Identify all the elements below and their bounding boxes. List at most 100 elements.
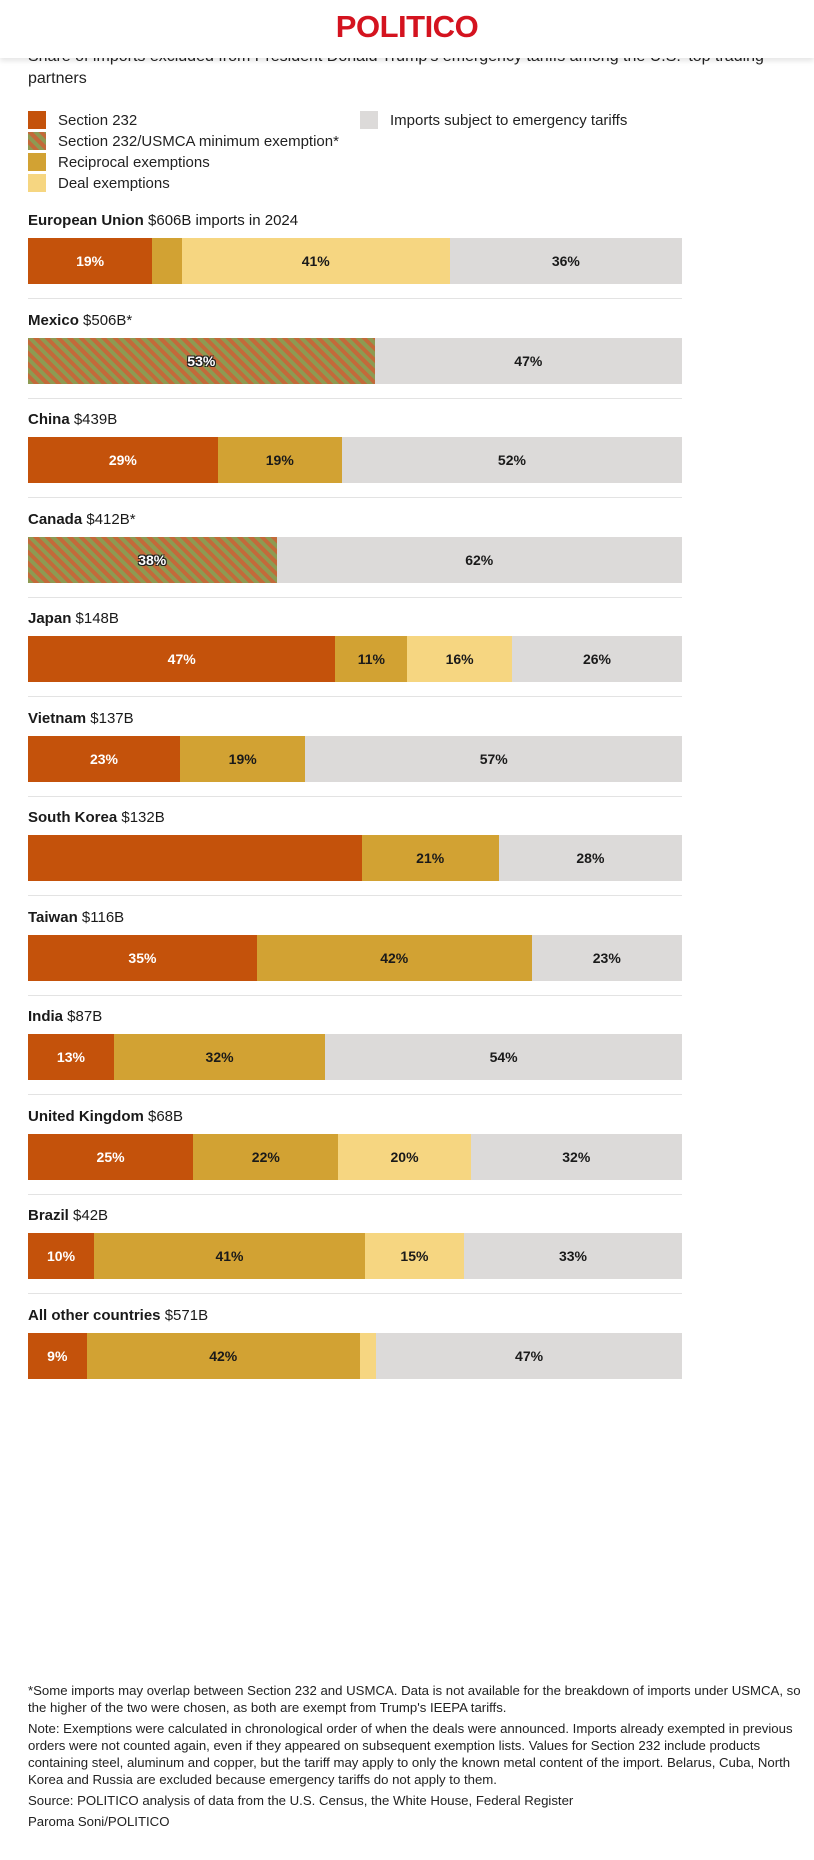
stacked-bar: 23% 19% 57% [28,735,682,782]
country-imports: $137B [86,709,134,727]
bar-segment-deal: 15% [364,1233,464,1279]
segment-value-label: 22% [251,1148,280,1165]
country-title: European Union $606B imports in 2024 [28,212,298,229]
country-title: South Korea $132B [28,809,165,826]
row-divider [28,298,682,299]
segment-value-label: 32% [562,1148,591,1165]
segment-value-label: 19% [76,253,105,269]
stacked-bar: 13% 32% 54% [28,1034,682,1080]
bar-segment-subject: 47% [374,337,682,384]
stacked-bar: 29% 19% 52% [28,437,682,483]
segment-value-label: 26% [582,651,611,667]
legend-label: Imports subject to emergency tariffs [390,111,628,129]
legend-swatch [360,111,378,129]
bar-segment-deal: 41% [181,238,450,284]
row-divider [28,1094,682,1095]
country-imports: $68B [143,1107,184,1125]
bar-segment-subject: 32% [470,1133,682,1180]
country-imports: $87B [63,1008,103,1025]
stacked-bar: 9% 42% 47% [28,1332,682,1379]
segment-value-label: 13% [56,1049,85,1065]
segment-value-label: 11% [357,651,385,667]
legend-label: Reciprocal exemptions [58,153,210,171]
segment-value-label: 41% [215,1248,244,1264]
country-imports: $439B [69,411,118,428]
legend-item-reciprocal: Reciprocal exemptions [28,153,210,171]
country-name: Vietnam [28,709,87,727]
politico-logo[interactable]: POLITICO [335,9,479,44]
row-divider [28,1193,682,1195]
country-title: Japan $148B [28,610,119,627]
country-title: India $87B [28,1008,102,1025]
bar-segment-subject: 26% [511,636,682,682]
bar-segment-subject: 54% [325,1034,682,1080]
bar-segment-usmca: 53% [28,337,375,384]
legend-label: Section 232 [58,111,138,129]
country-name: All other countries [28,1306,161,1324]
bar-segment-reciprocal: 21% [361,835,499,881]
bar-segment-subject: 52% [341,437,682,483]
country-imports: $116B [77,908,125,926]
segment-value-label: 33% [558,1248,587,1264]
legend-item-s232: Section 232 [28,111,137,129]
segment-value-label: 10% [47,1248,76,1264]
bar-segment-reciprocal: 32% [113,1034,326,1080]
legend-item-subject: Imports subject to emergency tariffs [360,111,627,129]
asterisk-footnote: *Some imports may overlap between Sectio… [28,1683,801,1715]
bar-segment-s232: 25% [28,1133,194,1180]
country-title: United Kingdom $68B [28,1108,183,1125]
row-divider [28,596,682,598]
bar-segment-subject: 23% [531,934,682,981]
stacked-bar: 35% 42% 23% [28,934,682,981]
country-name: United Kingdom [28,1107,144,1125]
country-imports: $412B* [82,510,136,528]
bar-segment-s232: 23% [28,735,180,782]
country-title: Vietnam $137B [28,710,134,727]
segment-value-label: 28% [576,850,605,866]
stacked-bar: 47% 11% 16% 26% [28,636,682,682]
legend-item-usmca: Section 232/USMCA minimum exemption* [28,132,339,150]
row-divider [28,497,682,498]
country-imports: $42B [68,1207,109,1224]
bar-segment-usmca: 38% [28,536,277,583]
bar-segment-reciprocal: 19% [179,735,306,782]
row-divider [28,1293,682,1294]
segment-value-label: 52% [497,452,526,468]
country-title: Brazil $42B [28,1207,108,1224]
legend-swatch [28,174,46,192]
segment-value-label: 16% [445,651,474,667]
segment-value-label: 23% [89,750,118,767]
segment-value-label: 54% [489,1049,518,1065]
country-name: India [28,1008,64,1025]
bar-segment-s232: 29% [28,437,218,483]
masthead: POLITICO [0,0,814,58]
country-imports: $148B [71,610,119,627]
segment-value-label: 21% [416,850,445,866]
chart-legend: Section 232 Section 232/USMCA minimum exe… [28,111,788,211]
segment-value-label: 15% [400,1248,429,1264]
segment-value-label: 62% [465,551,494,568]
segment-value-label: 42% [380,949,409,966]
row-divider [28,994,682,996]
segment-value-label: 9% [47,1347,68,1364]
country-title: Mexico $506B* [28,312,132,329]
row-divider [28,696,682,697]
segment-value-label: 23% [592,949,621,966]
country-title: All other countries $571B [28,1307,208,1324]
stacked-bar: 21% 28% [28,835,682,881]
country-name: China [28,411,70,428]
bar-segment-reciprocal: 42% [256,934,532,981]
stacked-bar: 38% 62% [28,536,682,583]
credit-line: Paroma Soni/POLITICO [28,1814,170,1829]
bar-segment-reciprocal [152,238,182,284]
segment-value-label: 25% [96,1148,125,1165]
country-name: Japan [28,610,72,627]
bar-segment-subject: 36% [449,238,682,284]
segment-value-label: 35% [128,949,157,966]
segment-value-label: 47% [515,1347,544,1364]
country-name: Mexico [28,311,79,329]
bar-segment-subject: 62% [276,536,682,583]
footnotes: *Some imports may overlap between Sectio… [28,1682,808,1834]
bar-segment-s232: 9% [28,1332,87,1379]
country-imports: $132B [117,809,165,826]
